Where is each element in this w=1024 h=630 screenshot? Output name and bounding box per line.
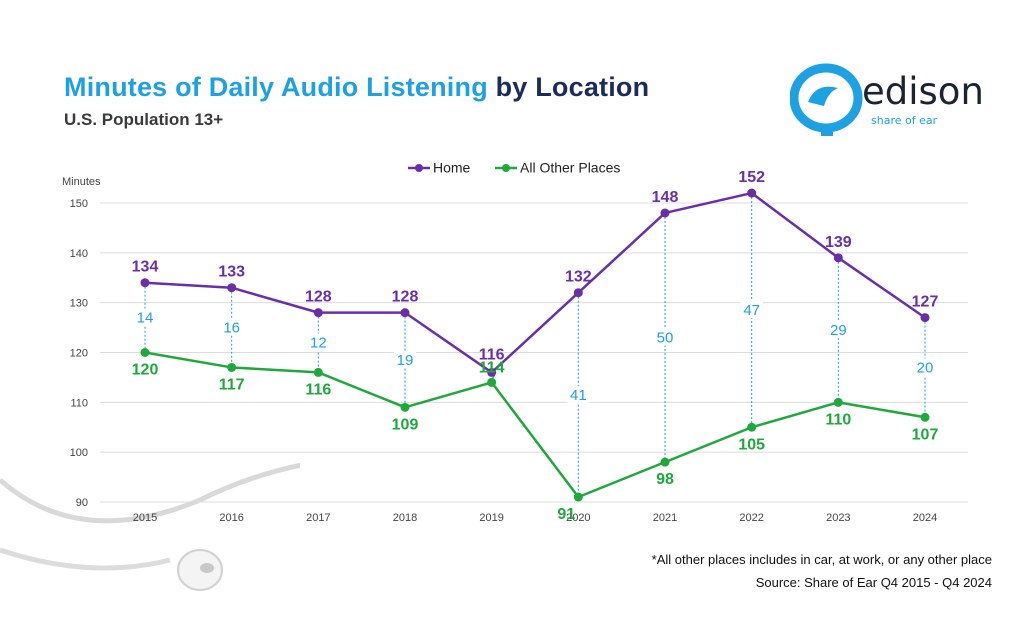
other-point [920, 412, 930, 422]
y-tick-label: 150 [70, 198, 88, 210]
home-point [747, 188, 757, 198]
home-data-label: 128 [305, 289, 332, 306]
home-data-label: 134 [132, 259, 159, 276]
gap-label: 41 [570, 387, 587, 404]
gap-label: 50 [657, 330, 674, 347]
y-tick-label: 120 [70, 348, 88, 360]
other-point [833, 397, 843, 407]
y-axis-label: Minutes [62, 176, 101, 188]
y-tick-label: 140 [70, 248, 88, 260]
chart-title-part1: Minutes of Daily Audio Listening [64, 72, 488, 102]
chart-title: Minutes of Daily Audio Listening by Loca… [64, 72, 649, 103]
other-data-label: 114 [479, 359, 505, 376]
chart-subtitle: U.S. Population 13+ [64, 110, 224, 129]
other-point [140, 348, 150, 357]
home-point [920, 313, 930, 323]
other-point [660, 457, 670, 467]
edison-logo: edison share of ear [789, 62, 1000, 142]
home-data-label: 132 [565, 269, 592, 286]
x-tick-label: 2019 [479, 512, 503, 524]
edison-bulb-icon [789, 63, 863, 136]
logo-wordmark: edison [862, 70, 984, 113]
y-tick-label: 110 [70, 397, 88, 409]
other-data-label: 109 [392, 416, 419, 433]
y-tick-label: 130 [70, 298, 88, 310]
y-tick-label: 90 [76, 497, 88, 509]
x-tick-label: 2022 [739, 512, 763, 524]
gap-label-bg [134, 308, 156, 326]
home-point [660, 208, 670, 218]
chart-title-part2: by Location [495, 72, 650, 102]
x-tick-label: 2017 [306, 512, 330, 524]
gap-label: 20 [917, 359, 934, 376]
home-point [227, 283, 237, 293]
gap-label-bg [827, 321, 850, 339]
legend-marker [502, 164, 510, 172]
home-data-label: 148 [652, 189, 679, 206]
gap-label: 29 [830, 322, 847, 339]
gap-label-bg [394, 350, 416, 368]
other-point [227, 362, 237, 372]
source-note: Source: Share of Ear Q4 2015 - Q4 2024 [755, 575, 992, 590]
other-point [400, 402, 410, 412]
gap-label-bg [654, 328, 676, 346]
gap-label: 14 [137, 310, 154, 327]
home-point [313, 308, 323, 318]
other-data-label: 120 [132, 362, 159, 379]
series-line-home [144, 191, 926, 374]
other-data-label: 105 [738, 436, 765, 453]
home-point [400, 308, 410, 318]
gap-label-bg [567, 385, 590, 403]
gap-label: 19 [397, 352, 414, 369]
gap-label: 16 [223, 320, 240, 337]
home-point [140, 278, 150, 288]
gap-label-bg [914, 358, 936, 376]
logo-tagline: share of ear [871, 114, 938, 127]
home-data-label: 116 [479, 346, 505, 363]
gap-label: 12 [310, 335, 327, 352]
legend-entry: All Other Places [520, 160, 620, 176]
other-data-label: 98 [656, 471, 674, 488]
home-point [487, 367, 497, 377]
gap-label-bg [220, 318, 243, 336]
x-tick-label: 2024 [913, 512, 937, 524]
home-data-label: 128 [392, 289, 419, 306]
other-data-label: 110 [825, 411, 851, 428]
other-data-label: 107 [912, 426, 939, 443]
other-data-label: 91 [557, 506, 575, 523]
earbuds-image [0, 462, 300, 591]
other-data-label: 116 [305, 381, 331, 398]
x-tick-label: 2023 [826, 512, 850, 524]
x-tick-label: 2020 [566, 512, 590, 524]
x-tick-label: 2015 [133, 512, 157, 524]
gap-label: 47 [743, 302, 760, 319]
home-point [573, 288, 583, 298]
footnote: *All other places includes in car, at wo… [651, 552, 992, 567]
legend-entry: Home [433, 160, 471, 176]
home-data-label: 152 [738, 169, 765, 186]
legend-marker [415, 164, 423, 172]
other-point [313, 367, 323, 377]
other-point [487, 377, 497, 387]
home-data-label: 139 [825, 234, 852, 251]
other-data-label: 117 [219, 376, 245, 393]
x-tick-label: 2018 [393, 512, 417, 524]
x-tick-label: 2016 [219, 512, 243, 524]
other-point [573, 492, 583, 502]
gap-label-bg [307, 333, 330, 351]
home-data-label: 133 [218, 264, 245, 281]
other-point [747, 422, 757, 432]
y-tick-label: 100 [70, 447, 88, 459]
home-point [833, 253, 843, 263]
gap-label-bg [740, 301, 763, 319]
home-data-label: 127 [912, 294, 939, 311]
series-line-other [144, 351, 926, 499]
x-tick-label: 2021 [653, 512, 677, 524]
